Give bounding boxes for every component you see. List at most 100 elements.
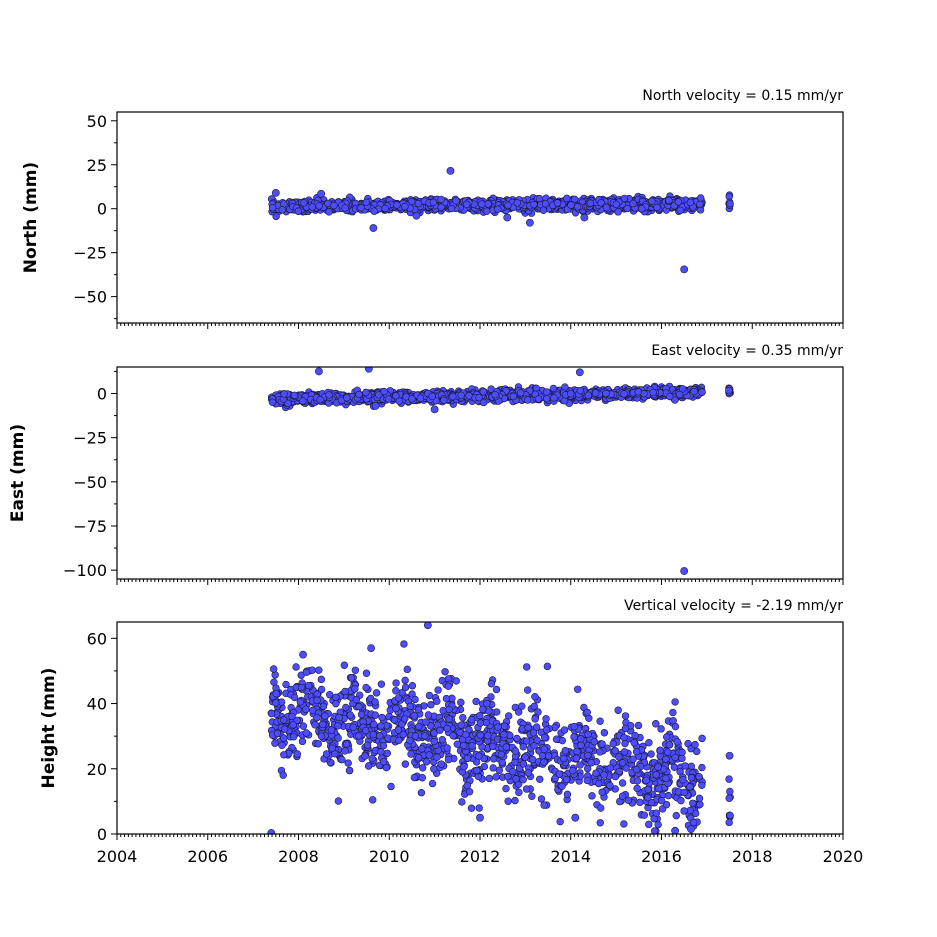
height-point: [523, 663, 531, 671]
height-point: [698, 781, 706, 789]
east-point: [675, 390, 684, 399]
height-point: [394, 694, 403, 702]
north-point: [401, 202, 409, 211]
east-point: [343, 394, 351, 402]
east-point: [384, 395, 393, 403]
east-point: [561, 383, 569, 391]
height-point: [278, 741, 286, 749]
panel-east: −100 −75 −50 −25 0 East velocity = 0.35 mm/yr…: [8, 343, 844, 585]
height-point: [334, 734, 342, 742]
height-point: [652, 720, 660, 728]
height-point: [457, 721, 465, 729]
height-point: [433, 697, 441, 705]
height-title: Vertical velocity = -2.19 mm/yr: [624, 598, 843, 614]
east-point: [325, 391, 333, 399]
height-point: [273, 729, 282, 737]
east-point: [509, 392, 518, 401]
height-x-tick-label: 2016: [641, 847, 682, 866]
north-point: [597, 199, 605, 207]
height-point: [269, 665, 278, 673]
height-point: [351, 666, 360, 674]
height-point: [344, 759, 352, 767]
height-point: [689, 818, 698, 827]
height-point: [377, 722, 385, 730]
east-point: [491, 390, 499, 399]
height-point: [726, 787, 734, 796]
north-title: North velocity = 0.15 mm/yr: [642, 88, 843, 104]
height-point: [379, 741, 388, 750]
height-point: [437, 760, 445, 768]
height-point: [511, 747, 520, 755]
height-point: [621, 724, 630, 733]
height-point: [597, 804, 605, 812]
height-point: [630, 739, 638, 747]
height-point: [319, 720, 327, 729]
height-point: [334, 722, 342, 730]
height-point: [664, 791, 673, 800]
north-point: [437, 195, 445, 204]
height-point: [371, 711, 380, 719]
height-point: [345, 766, 354, 775]
height-y-tick-label: 60: [87, 629, 107, 648]
height-point: [364, 762, 373, 770]
height-point: [406, 702, 414, 711]
height-point: [430, 737, 438, 746]
height-point: [657, 796, 666, 805]
height-point: [475, 752, 483, 760]
height-x-tick-label: 2012: [460, 847, 501, 866]
height-point: [407, 750, 415, 758]
height-point: [540, 733, 549, 742]
height-point: [317, 685, 326, 694]
north-point: [513, 199, 522, 207]
height-point: [418, 774, 426, 782]
height-point: [427, 701, 435, 709]
height-point: [293, 750, 302, 758]
east-outlier-point: [315, 367, 323, 376]
north-point: [553, 199, 562, 207]
height-point: [633, 777, 642, 785]
north-point: [638, 205, 646, 213]
height-point: [392, 679, 400, 687]
height-point: [332, 699, 340, 708]
height-point: [620, 820, 628, 828]
east-points: [267, 367, 734, 575]
height-point: [342, 703, 350, 712]
height-outlier-point: [367, 644, 375, 652]
height-point: [614, 706, 622, 714]
height-point: [500, 722, 509, 730]
height-point: [647, 798, 656, 807]
height-outlier-point: [423, 622, 432, 630]
east-point: [725, 386, 733, 395]
height-point: [449, 731, 457, 740]
height-point: [296, 698, 305, 706]
north-y-tick-label: −25: [73, 244, 107, 263]
north-point: [629, 199, 637, 208]
north-outlier-point: [526, 218, 534, 227]
height-point: [576, 761, 584, 769]
north-outlier-point: [369, 224, 378, 232]
height-point: [584, 730, 592, 739]
height-point: [671, 722, 680, 731]
height-point: [441, 668, 449, 676]
north-point: [484, 200, 492, 208]
height-point: [621, 739, 629, 748]
east-outlier-point: [680, 567, 689, 575]
height-point: [410, 712, 418, 720]
height-point: [271, 739, 279, 747]
height-point: [563, 790, 572, 799]
height-point: [696, 800, 704, 809]
height-x-tick-label: 2018: [732, 847, 773, 866]
height-point: [618, 792, 627, 800]
north-point: [452, 197, 460, 205]
height-point: [317, 675, 326, 684]
height-point: [629, 755, 637, 763]
height-point: [523, 686, 532, 694]
height-point: [530, 702, 538, 711]
height-point: [583, 708, 591, 717]
height-point: [430, 765, 438, 773]
height-point: [489, 755, 498, 763]
height-point: [531, 692, 539, 701]
north-point: [586, 199, 595, 207]
height-point: [573, 747, 581, 756]
height-point: [362, 683, 370, 692]
